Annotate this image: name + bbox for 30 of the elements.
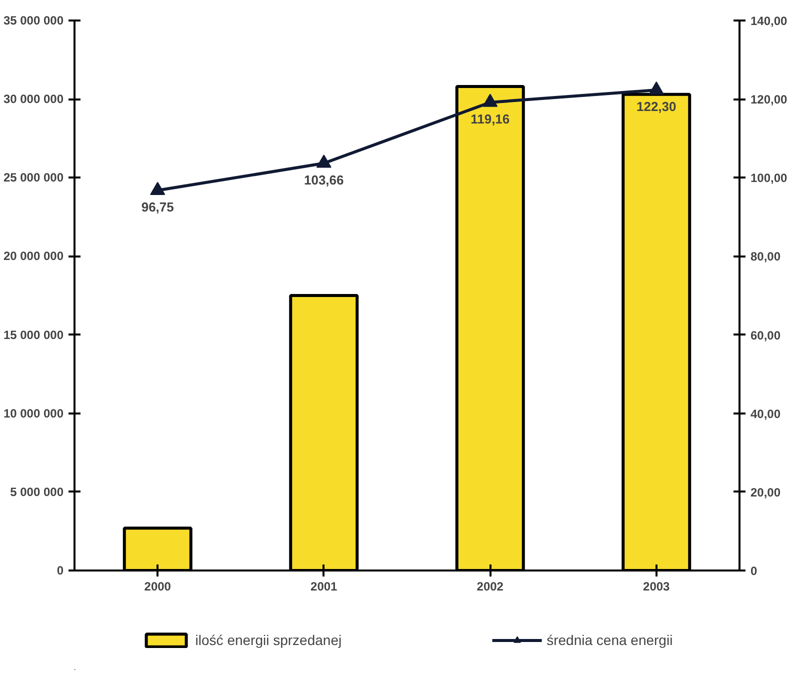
x-tick-label: 2003 <box>643 580 670 594</box>
y-tick-label: 30 000 000 <box>3 92 64 106</box>
y-tick-label: 0 <box>56 564 64 578</box>
y-tick-label: 10 000 000 <box>3 406 64 420</box>
y-tick-label: 35 000 000 <box>3 14 64 28</box>
data-label: 119,16 <box>470 111 510 126</box>
x-tick-label: 2000 <box>144 580 172 594</box>
legend-label: średnia cena energii <box>546 632 673 648</box>
point <box>482 94 498 107</box>
data-label: 103,66 <box>304 172 344 188</box>
x-tick-label: 2001 <box>310 580 338 594</box>
legend-label: ilość energii sprzedanej <box>195 632 342 648</box>
data-label: 96,75 <box>141 199 174 214</box>
y-tick-label: 5 000 000 <box>10 484 64 499</box>
point <box>648 81 664 95</box>
y2-tick-label: 140,00 <box>750 14 788 28</box>
y2-tick-label: 80,00 <box>750 250 781 264</box>
y2-tick-label: 100,00 <box>750 171 788 186</box>
y2-tick-label: 40,00 <box>750 406 781 421</box>
y2-tick-label: 120,00 <box>750 92 788 107</box>
x-tick-label: 2002 <box>476 580 504 594</box>
data-label: 122,30 <box>636 99 676 114</box>
point <box>316 154 332 168</box>
point <box>150 182 166 195</box>
y-tick-label: 25 000 000 <box>3 170 64 185</box>
y2-tick-label: 0 <box>750 564 758 578</box>
y-tick-label: 15 000 000 <box>3 328 64 342</box>
y2-tick-label: 60,00 <box>750 328 781 342</box>
y-tick-label: 20 000 000 <box>3 249 64 264</box>
y2-tick-label: 20,00 <box>750 485 781 500</box>
